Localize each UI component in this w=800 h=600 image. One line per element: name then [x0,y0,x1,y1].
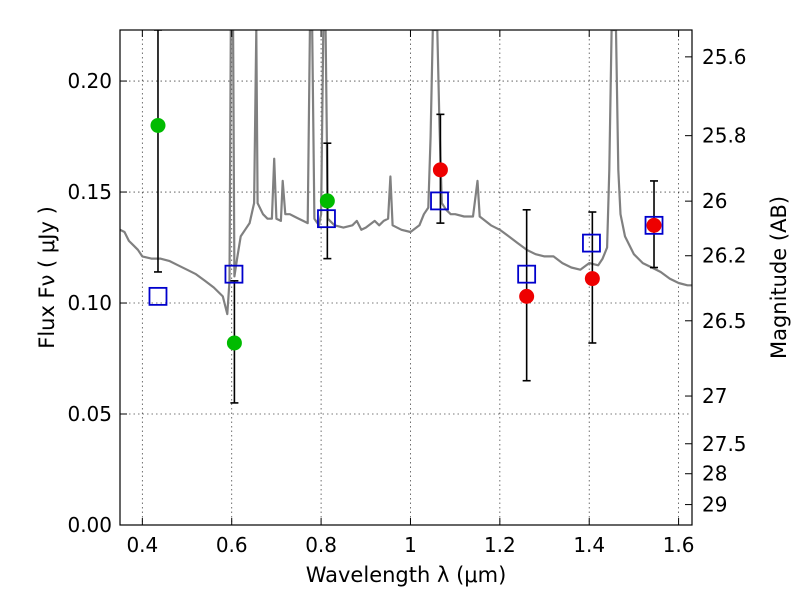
x-tick-label-2: 0.8 [305,533,337,557]
right-tick-label-6: 27.5 [702,432,747,456]
model-square-3 [430,191,449,211]
y-axis-title: Flux Fν ( μJy ) [35,206,59,349]
model-square-2 [317,209,336,229]
x-tick-label-3: 1 [404,533,417,557]
observed-point-red-4 [519,288,535,304]
y-tick-label-4: 0.20 [67,69,112,93]
right-tick-label-2: 26 [702,189,727,213]
right-tick-label-3: 26.2 [702,244,747,268]
right-tick-label-7: 28 [702,462,727,486]
x-tick-label-1: 0.6 [216,533,248,557]
right-tick-label-8: 29 [702,493,727,517]
x-tick-label-0: 0.4 [126,533,158,557]
right-tick-label-4: 26.5 [702,309,747,333]
x-tick-label-6: 1.6 [663,533,695,557]
y-tick-label-2: 0.10 [67,291,112,315]
y-tick-label-1: 0.05 [67,402,112,426]
y-tick-label-3: 0.15 [67,180,112,204]
right-tick-label-5: 27 [702,384,727,408]
model-square-6 [644,215,664,235]
grid [120,30,692,526]
spectrum-line [120,30,692,316]
right-tick-label-1: 25.8 [702,124,747,148]
plot-frame [119,29,693,526]
observed-point-green-1 [226,335,242,351]
x-tick-label-5: 1.4 [573,533,605,557]
model-square-4 [517,264,537,284]
model-square-0 [148,286,168,306]
x-tick-label-4: 1.2 [484,533,516,557]
observed-point-green-2 [319,193,335,209]
x-axis-title: Wavelength λ (μm) [306,563,507,587]
axis-ticks: 0.4 0.6 0.8 1 1.2 1.4 1.6 0.00 0.05 0.10 0.15 0.20 2… [67,30,747,557]
observed-point-red-3 [432,162,448,178]
model-spectrum [120,30,692,316]
model-photometry-squares [148,191,664,306]
right-axis-title: Magnitude (AB) [767,196,791,359]
observed-point-red-6 [646,217,662,233]
model-square-5 [582,233,601,253]
y-tick-label-0: 0.00 [67,513,112,537]
observed-photometry-circles [150,117,662,351]
observed-point-green-0 [150,117,166,133]
observed-point-red-5 [584,271,600,287]
model-square-1 [224,264,244,284]
right-tick-label-0: 25.6 [702,45,747,69]
